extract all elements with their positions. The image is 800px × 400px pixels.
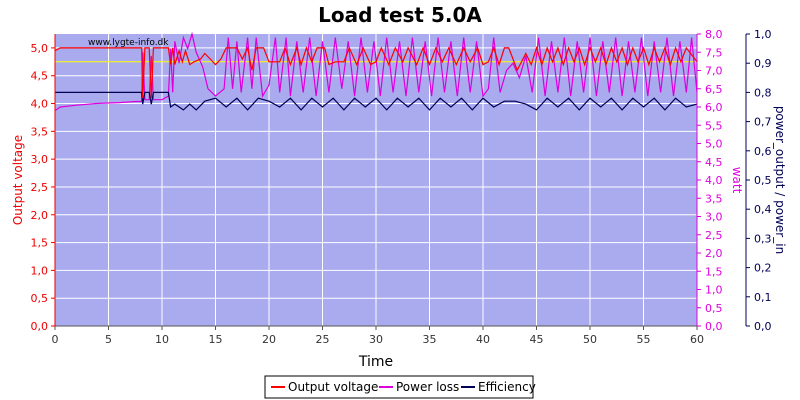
legend-box — [264, 375, 534, 399]
x-tick-label: 55 — [637, 333, 651, 346]
x-tick-label: 45 — [530, 333, 544, 346]
x-tick-label: 20 — [262, 333, 276, 346]
y-tick-label-right1: 1,5 — [705, 265, 723, 278]
y-tick-label-left: 5,0 — [31, 42, 49, 55]
y-tick-label-right2: 1,0 — [754, 28, 772, 41]
y-tick-label-left: 4,5 — [31, 70, 49, 83]
x-tick-label: 0 — [52, 333, 59, 346]
x-tick-label: 35 — [423, 333, 437, 346]
y-tick-label-right2: 0,0 — [754, 320, 772, 333]
axes: 0 5 10 15 20 25 30 35 40 45 50 55 600,00,51,01,52,02… — [31, 28, 772, 346]
y-tick-label-left: 0,0 — [31, 320, 49, 333]
x-tick-label: 40 — [476, 333, 490, 346]
series-line-output-voltage — [54, 45, 698, 99]
x-tick-label: 10 — [155, 333, 169, 346]
y-tick-label-right1: 0,0 — [705, 320, 723, 333]
y-tick-label-right2: 0,5 — [754, 174, 772, 187]
y-tick-label-right2: 0,2 — [754, 262, 772, 275]
y-tick-label-right1: 4,0 — [705, 174, 723, 187]
y-tick-label-right2: 0,9 — [754, 57, 772, 70]
y-tick-label-right2: 0,4 — [754, 203, 772, 216]
y-tick-label-right1: 2,0 — [705, 247, 723, 260]
y-tick-label-left: 1,0 — [31, 264, 49, 277]
y-tick-label-right1: 6,0 — [705, 101, 723, 114]
y-axis-left-label: Output voltage — [11, 135, 25, 225]
y-tick-label-right1: 3,0 — [705, 211, 723, 224]
y-tick-label-right1: 3,5 — [705, 192, 723, 205]
y-tick-label-right2: 0,8 — [754, 86, 772, 99]
y-tick-label-right1: 5,5 — [705, 119, 723, 132]
y-tick-label-right1: 5,0 — [705, 138, 723, 151]
x-tick-label: 60 — [690, 333, 704, 346]
y-axis-right1-label: watt — [730, 167, 744, 194]
x-axis-label: Time — [358, 354, 393, 370]
legend-label-output-voltage: Output voltage — [288, 380, 378, 394]
legend: Output voltage Power loss Efficiency — [264, 375, 536, 399]
y-tick-label-right1: 8,0 — [705, 28, 723, 41]
chart-title: Load test 5.0A — [318, 3, 482, 27]
y-axis-right2-label: power_output / power_in — [773, 106, 787, 254]
y-tick-label-right2: 0,7 — [754, 116, 772, 129]
y-tick-label-left: 2,5 — [31, 181, 49, 194]
watermark: www.lygte-info.dk — [88, 38, 169, 48]
y-tick-label-right1: 7,5 — [705, 46, 723, 59]
y-tick-label-left: 3,5 — [31, 125, 49, 138]
y-tick-label-right1: 1,0 — [705, 284, 723, 297]
y-tick-label-left: 3,0 — [31, 153, 49, 166]
x-tick-label: 50 — [583, 333, 597, 346]
y-tick-label-right2: 0,6 — [754, 145, 772, 158]
y-tick-label-right2: 0,1 — [754, 291, 772, 304]
y-tick-label-right2: 0,3 — [754, 232, 772, 245]
grid — [54, 34, 698, 327]
y-tick-label-left: 0,5 — [31, 292, 49, 305]
legend-label-power-loss: Power loss — [396, 380, 459, 394]
y-tick-label-left: 1,5 — [31, 237, 49, 250]
y-tick-label-left: 4,0 — [31, 98, 49, 111]
y-tick-label-right1: 6,5 — [705, 83, 723, 96]
x-tick-label: 25 — [316, 333, 330, 346]
x-tick-label: 30 — [369, 333, 383, 346]
legend-label-efficiency: Efficiency — [478, 380, 536, 394]
y-tick-label-right1: 0,5 — [705, 302, 723, 315]
y-tick-label-left: 2,0 — [31, 209, 49, 222]
x-tick-label: 15 — [209, 333, 223, 346]
series-layer — [54, 31, 698, 112]
series-line-efficiency — [55, 91, 698, 111]
y-tick-label-right1: 7,0 — [705, 65, 723, 78]
series-line-power-loss — [54, 31, 698, 112]
y-tick-label-right1: 2,5 — [705, 229, 723, 242]
x-tick-label: 5 — [105, 333, 112, 346]
y-tick-label-right1: 4,5 — [705, 156, 723, 169]
